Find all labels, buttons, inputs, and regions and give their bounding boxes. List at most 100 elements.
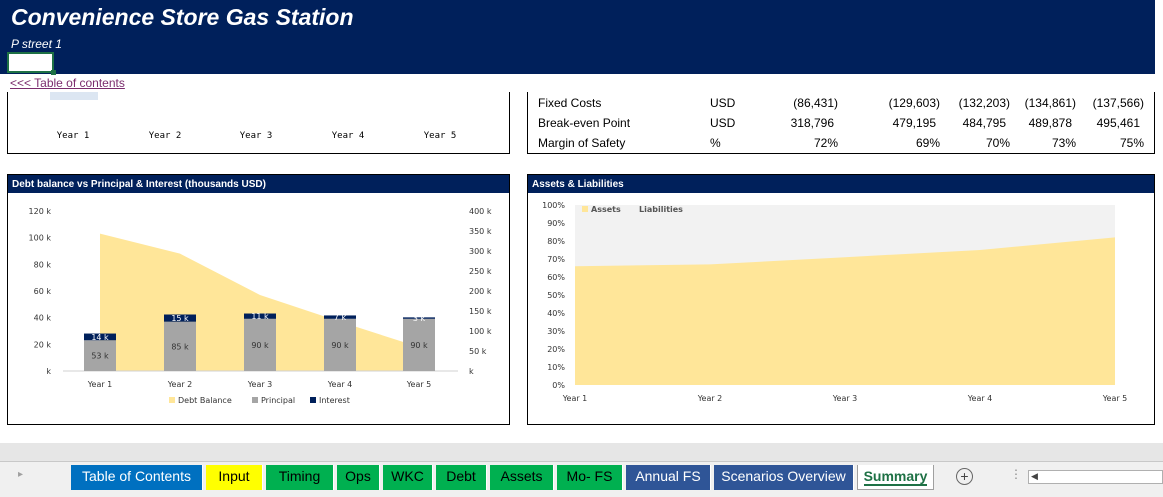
table-of-contents-link[interactable]: <<< Table of contents <box>10 76 125 90</box>
chart-bar-fragment <box>50 92 98 100</box>
interest-bar <box>84 333 116 341</box>
x-axis-label: Year 3 <box>832 394 858 403</box>
worksheet-gap <box>0 443 1163 461</box>
left-axis-tick: 20 k <box>34 340 52 349</box>
more-icon[interactable]: ⋮ <box>1010 467 1022 481</box>
add-sheet-icon[interactable]: + <box>956 468 973 485</box>
principal-label: 90 k <box>410 341 428 350</box>
cell-value: (132,203) <box>958 96 1010 110</box>
legend-swatch <box>582 206 588 212</box>
top-left-chart: Year 1 Year 2 Year 3 Year 4 Year 5 <box>7 92 510 154</box>
cell-value: (129,603) <box>888 96 940 110</box>
y-axis-tick: 80% <box>547 237 565 246</box>
cell-value: 73% <box>1051 136 1076 150</box>
principal-bar <box>403 318 435 371</box>
tab-debt[interactable]: Debt <box>436 465 487 490</box>
right-axis-tick: 150 k <box>469 307 492 316</box>
cell-value: 495,461 <box>1096 116 1140 130</box>
metrics-table: Fixed Costs USD (86,431) (129,603) (132,… <box>527 92 1155 154</box>
tab-summary[interactable]: Summary <box>857 465 934 490</box>
cell-value: 479,195 <box>892 116 936 130</box>
legend-swatch <box>310 397 316 403</box>
y-axis-tick: 100% <box>542 201 565 210</box>
assets-liabilities-plot: 100% 90% 80% 70% 60% 50% 40% 30% 20% 10% 0% Year 1 Y… <box>542 201 1127 403</box>
y-axis-tick: 30% <box>547 327 565 336</box>
principal-label: 53 k <box>91 352 109 361</box>
legend-label: Debt Balance <box>178 396 232 405</box>
tab-input[interactable]: Input <box>206 465 263 490</box>
principal-label: 85 k <box>171 342 189 351</box>
row-label: Margin of Safety <box>538 136 626 150</box>
row-unit: % <box>710 136 721 150</box>
right-axis-tick: k <box>469 367 474 376</box>
tab-mo-fs[interactable]: Mo- FS <box>557 465 623 490</box>
legend-swatch <box>631 206 637 212</box>
right-axis-tick: 300 k <box>469 247 492 256</box>
tab-scenarios-overview[interactable]: Scenarios Overview <box>714 465 854 490</box>
cell-value: 484,795 <box>962 116 1006 130</box>
assets-liabilities-chart[interactable]: Assets & Liabilities 100% 90% 80% 70% 60% 50%… <box>527 174 1155 425</box>
tab-table-of-contents[interactable]: Table of Contents <box>71 465 203 490</box>
horizontal-scrollbar[interactable]: ◀ <box>1028 470 1163 484</box>
header-banner: Convenience Store Gas Station P street 1 <box>0 0 1155 75</box>
y-axis-tick: 90% <box>547 219 565 228</box>
y-axis-tick: 70% <box>547 255 565 264</box>
interest-label: 7 k <box>334 313 347 322</box>
y-axis-tick: 20% <box>547 345 565 354</box>
interest-label: 15 k <box>171 314 189 323</box>
y-axis-tick: 60% <box>547 273 565 282</box>
legend-label: Principal <box>261 396 295 405</box>
left-axis-tick: 100 k <box>29 234 52 243</box>
left-axis-tick: k <box>46 367 51 376</box>
y-axis-tick: 10% <box>547 363 565 372</box>
tab-annual-fs[interactable]: Annual FS <box>626 465 711 490</box>
x-axis-label: Year 4 <box>327 380 353 389</box>
row-unit: USD <box>710 116 736 130</box>
year-label: Year 3 <box>239 131 273 141</box>
interest-bar <box>164 314 196 322</box>
year-label: Year 5 <box>423 131 457 141</box>
y-axis-tick: 40% <box>547 309 565 318</box>
principal-bar <box>84 340 116 371</box>
page-subtitle: P street 1 <box>11 37 62 51</box>
left-axis-tick: 60 k <box>34 287 52 296</box>
year-label: Year 1 <box>56 131 90 141</box>
right-axis-tick: 100 k <box>469 327 492 336</box>
tab-assets[interactable]: Assets <box>490 465 554 490</box>
tab-ops[interactable]: Ops <box>337 465 380 490</box>
right-axis-tick: 200 k <box>469 287 492 296</box>
cell-value: 70% <box>985 136 1010 150</box>
principal-bar <box>164 321 196 371</box>
right-axis-tick: 250 k <box>469 267 492 276</box>
cell-value: 318,796 <box>790 116 834 130</box>
right-edge <box>1155 0 1163 497</box>
tab-timing[interactable]: Timing <box>266 465 334 490</box>
interest-bar <box>403 317 435 319</box>
legend-label: Liabilities <box>639 205 683 214</box>
tab-wkc[interactable]: WKC <box>383 465 433 490</box>
principal-bar <box>244 318 276 371</box>
x-axis-label: Year 2 <box>697 394 723 403</box>
row-unit: USD <box>710 96 736 110</box>
table-row: Break-even Point USD 318,796 479,195 484… <box>528 113 1156 133</box>
x-axis-label: Year 5 <box>406 380 432 389</box>
cell-value: 489,878 <box>1028 116 1072 130</box>
tab-scroll-icon[interactable]: ▸ <box>18 469 24 480</box>
principal-label: 90 k <box>331 341 349 350</box>
y-axis-tick: 50% <box>547 291 565 300</box>
x-axis-label: Year 1 <box>87 380 113 389</box>
status-bar <box>0 490 1163 497</box>
scroll-left-icon[interactable]: ◀ <box>1031 471 1038 481</box>
right-axis-tick: 50 k <box>469 347 487 356</box>
selected-cell[interactable] <box>7 52 56 75</box>
interest-label: 14 k <box>91 333 109 342</box>
debt-chart[interactable]: Debt balance vs Principal & Interest (th… <box>7 174 510 425</box>
debt-chart-plot: 120 k 100 k 80 k 60 k 40 k 20 k k 400 k 350 k 300… <box>29 207 492 405</box>
right-axis-tick: 350 k <box>469 227 492 236</box>
left-axis-tick: 120 k <box>29 207 52 216</box>
interest-label: 11 k <box>251 312 269 321</box>
right-axis-tick: 400 k <box>469 207 492 216</box>
interest-bar <box>244 313 276 319</box>
cell-value: 69% <box>915 136 940 150</box>
table-row: Margin of Safety % 72% 69% 70% 73% 75% <box>528 133 1156 153</box>
